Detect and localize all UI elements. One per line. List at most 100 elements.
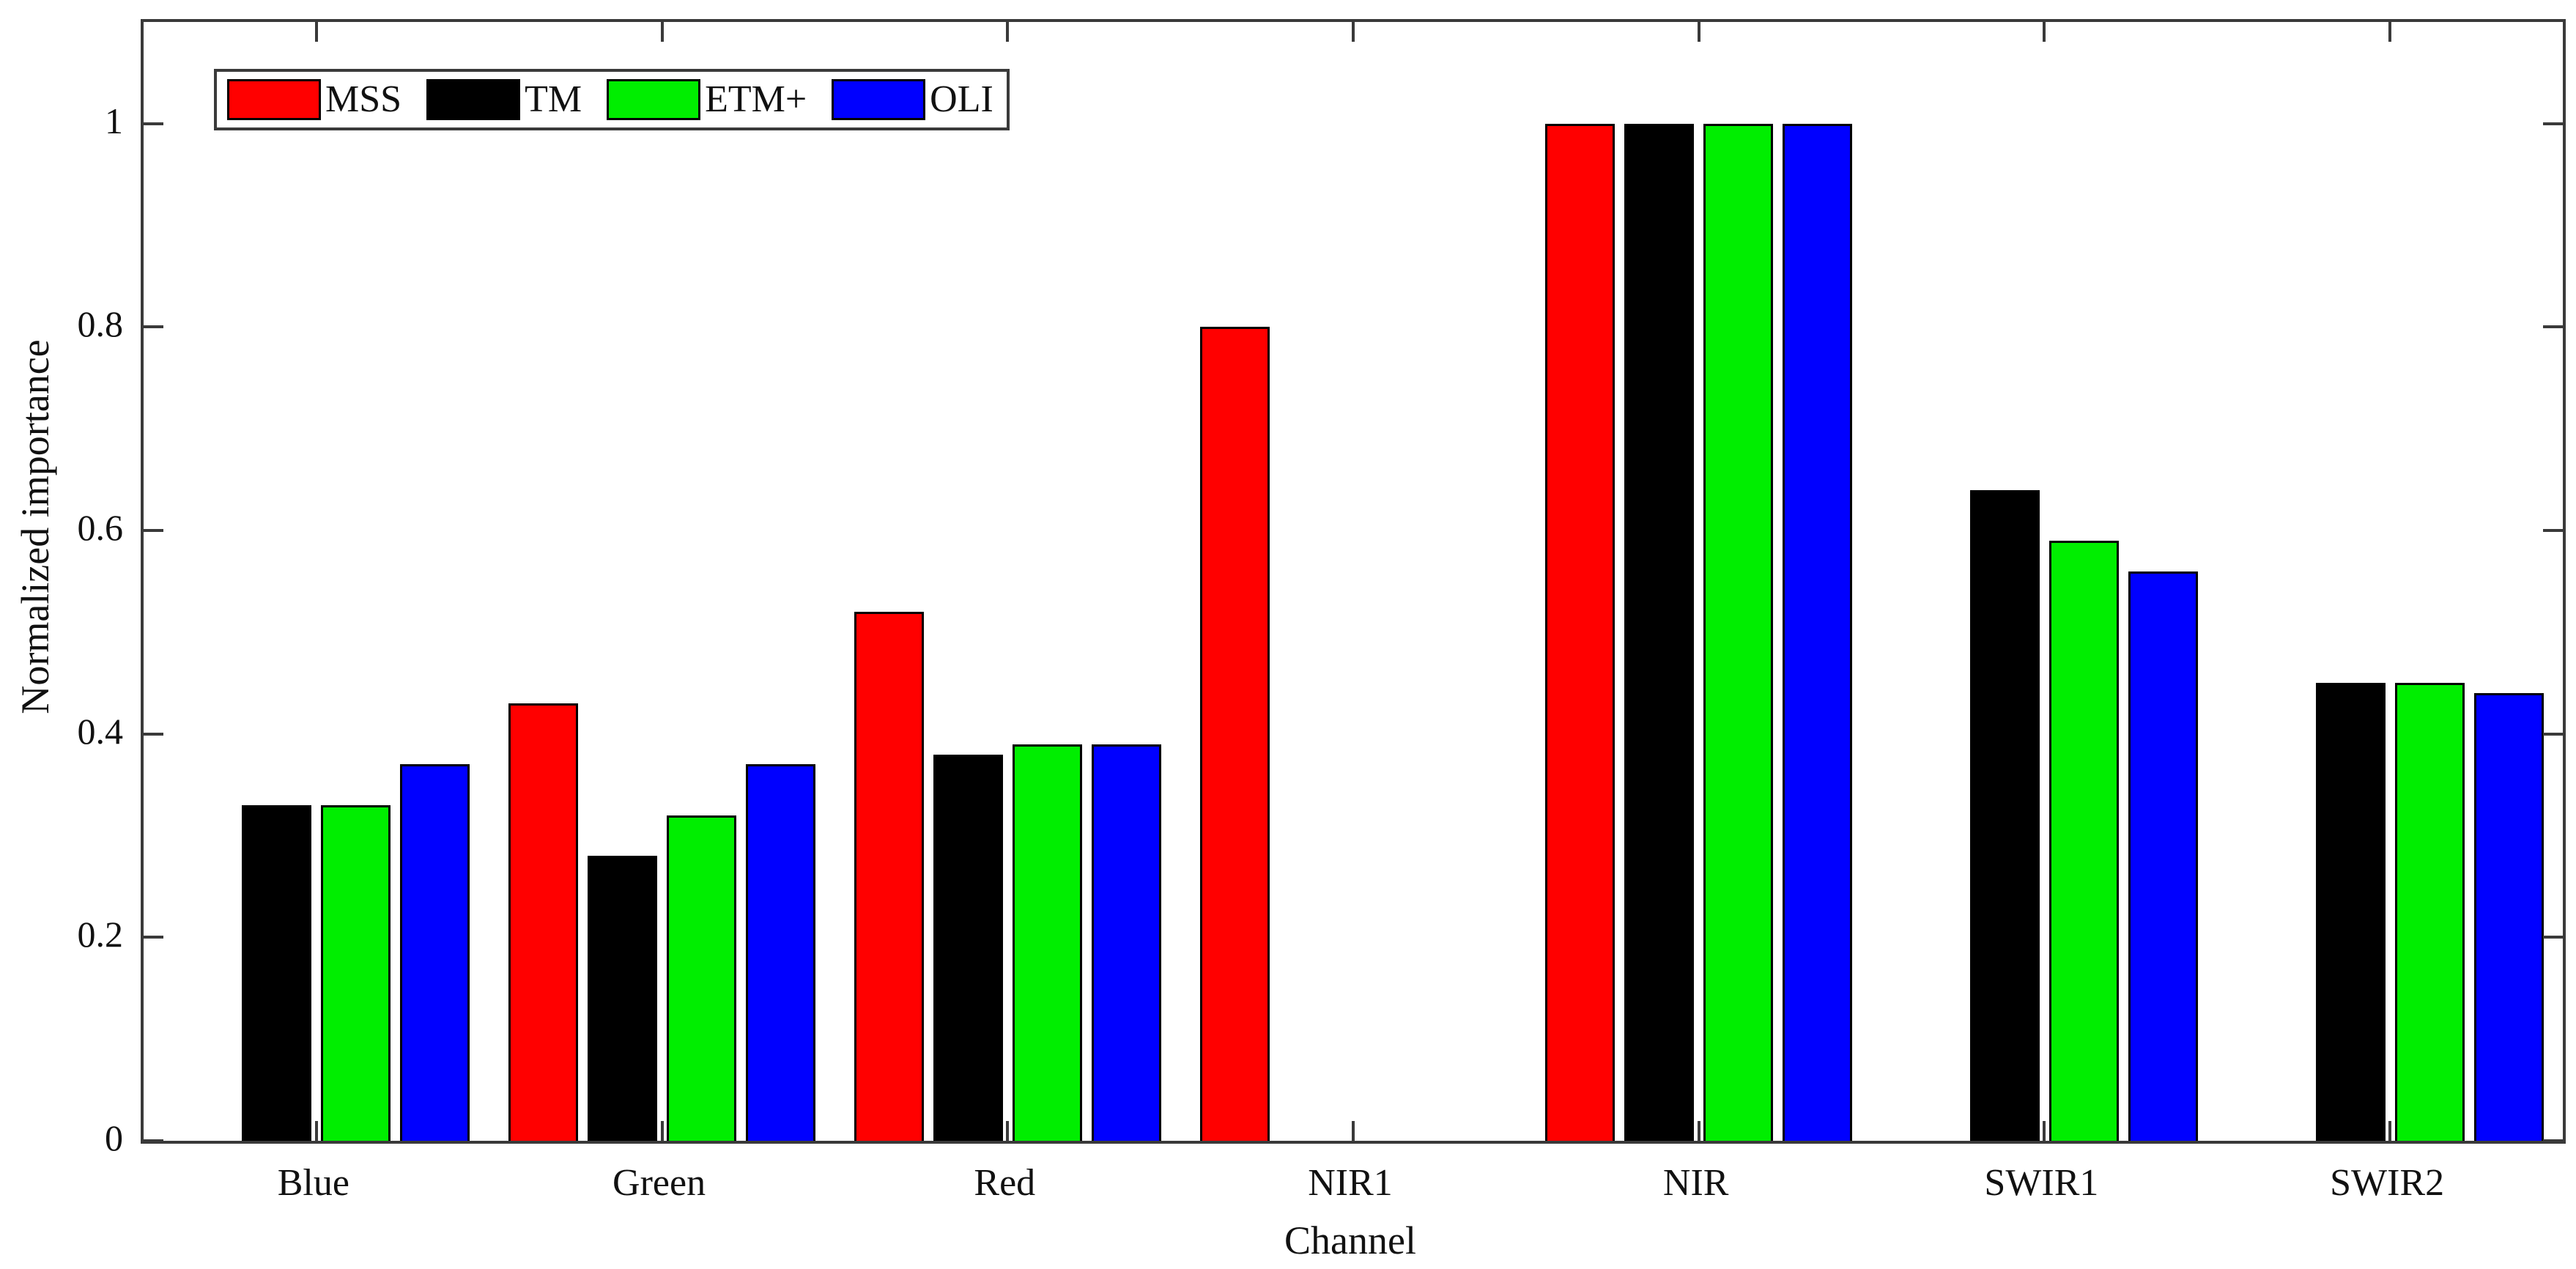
x-tick-mark [1006,22,1010,42]
bar-group-NIR1 [1180,22,1526,1141]
bar-slot [1279,22,1349,1141]
plot-area [141,19,2566,1144]
bar-slot [163,22,232,1141]
x-tick-mark [2043,22,2046,42]
x-axis-title: Channel [1284,1218,1416,1262]
y-tick-mark [2543,325,2563,329]
bar-slot [400,22,470,1141]
x-tick-label-SWIR1: SWIR1 [1984,1162,2099,1204]
legend-label-MSS: MSS [325,78,402,120]
y-tick-mark [2543,529,2563,533]
bar-OLI-Blue [400,764,470,1141]
bar-OLI-NIR [1783,123,1853,1141]
bar-slot [1437,22,1507,1141]
legend-label-ETM+: ETM+ [705,78,807,120]
bar-ETM+-SWIR2 [2394,683,2465,1141]
x-tick-mark [2388,22,2392,42]
bar-TM-SWIR1 [1969,489,2040,1141]
x-tick-label-NIR: NIR [1662,1162,1729,1204]
x-tick-label-Red: Red [974,1162,1036,1204]
y-tick-label-0: 0 [105,1117,123,1158]
bar-MSS-NIR1 [1199,327,1270,1141]
bar-group-Red [834,22,1180,1141]
y-tick-mark [144,732,163,736]
x-tick-mark [2043,1121,2046,1141]
bar-TM-Green [588,856,658,1141]
bar-slot [1969,22,2040,1141]
bar-ETM+-SWIR1 [2048,540,2119,1141]
bar-slot [2048,22,2119,1141]
bar-TM-NIR [1624,123,1695,1141]
y-tick-mark [2543,732,2563,736]
bar-slot [1012,22,1082,1141]
y-tick-mark [144,529,163,533]
legend-swatch-TM [426,79,521,120]
bar-group-SWIR2 [2217,22,2563,1141]
x-tick-mark [1352,22,1355,42]
x-tick-label-Green: Green [612,1162,706,1204]
bar-slot [1545,22,1615,1141]
x-tick-mark [660,22,664,42]
y-tick-mark [144,325,163,329]
bar-MSS-NIR [1545,123,1615,1141]
bar-slot [321,22,391,1141]
y-tick-label-0.2: 0.2 [77,914,124,955]
x-tick-mark [2388,1121,2392,1141]
x-tick-mark [1697,1121,1700,1141]
x-tick-mark [314,1121,318,1141]
bar-group-Blue [144,22,489,1141]
x-tick-label-SWIR2: SWIR2 [2330,1162,2445,1204]
bar-MSS-Red [854,612,924,1141]
y-tick-mark [2543,122,2563,125]
legend-item-OLI: OLI [832,74,993,125]
legend-item-ETM+: ETM+ [607,74,807,125]
y-tick-label-0.8: 0.8 [77,303,124,345]
bar-OLI-Red [1091,744,1161,1141]
y-tick-label-0.6: 0.6 [77,507,124,549]
x-tick-mark [1006,1121,1010,1141]
legend-item-TM: TM [426,74,582,125]
bar-slot [1703,22,1774,1141]
x-tick-label-NIR1: NIR1 [1308,1162,1393,1204]
bar-group-Green [489,22,835,1141]
legend-item-MSS: MSS [227,74,401,125]
bar-slot [1783,22,1853,1141]
bar-slot [1199,22,1270,1141]
bar-TM-Blue [242,804,312,1141]
bar-slot [2473,22,2544,1141]
bar-slot [508,22,579,1141]
bar-MSS-Green [508,703,579,1141]
y-tick-label-0.4: 0.4 [77,710,124,752]
y-tick-mark [2543,1139,2563,1142]
y-tick-mark [144,1139,163,1142]
bar-slot [2394,22,2465,1141]
y-tick-label-1: 1 [105,100,123,141]
legend-label-TM: TM [525,78,582,120]
legend-swatch-ETM+ [607,79,701,120]
bar-slot [854,22,924,1141]
bar-slot [2315,22,2386,1141]
bar-slot [1358,22,1428,1141]
y-tick-mark [144,122,163,125]
bar-slot [933,22,1003,1141]
x-tick-mark [1697,22,1700,42]
bar-OLI-Green [746,764,816,1141]
bar-TM-Red [933,754,1003,1141]
bar-ETM+-Green [667,815,737,1141]
x-tick-label-Blue: Blue [277,1162,349,1204]
bar-slot [2128,22,2198,1141]
bar-group-NIR [1526,22,1872,1141]
y-tick-mark [2543,936,2563,939]
x-tick-mark [314,22,318,42]
bar-slot [746,22,816,1141]
bar-TM-SWIR2 [2315,683,2386,1141]
x-tick-mark [1352,1121,1355,1141]
bar-ETM+-Blue [321,804,391,1141]
legend: MSS TM ETM+ OLI [214,69,1010,130]
bar-slot [1624,22,1695,1141]
bar-ETM+-Red [1012,744,1082,1141]
legend-label-OLI: OLI [930,78,993,120]
bar-slot [588,22,658,1141]
bar-slot [242,22,312,1141]
